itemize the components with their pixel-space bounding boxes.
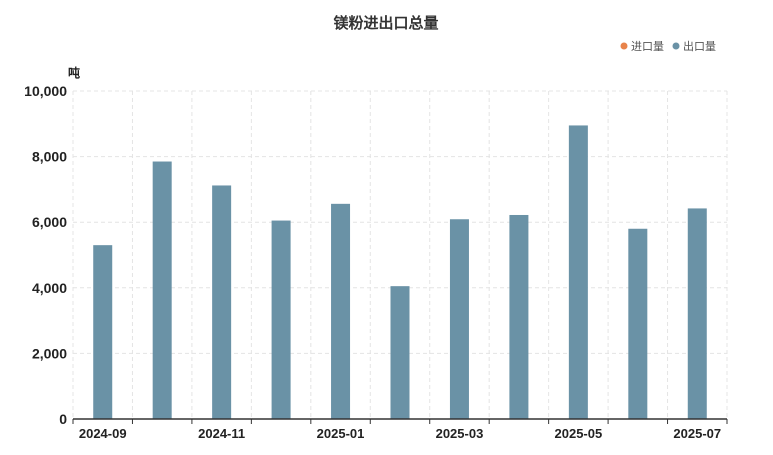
y-tick-label: 10,000 — [24, 83, 67, 99]
y-tick-label: 0 — [59, 411, 67, 427]
y-axis-unit: 吨 — [68, 65, 80, 80]
y-axis-ticks: 0 2,000 4,000 6,000 8,000 10,000 — [24, 83, 67, 427]
legend-export-marker — [672, 42, 680, 50]
x-tick-label: 2024-09 — [79, 426, 127, 441]
x-axis-ticks: 2024-09 2024-11 2025-01 2025-03 2025-05 2025-… — [72, 419, 728, 441]
y-tick-label: 6,000 — [32, 214, 67, 230]
y-tick-label: 4,000 — [32, 280, 67, 296]
x-tick-label: 2024-11 — [198, 426, 245, 441]
bar-export-2024-11[interactable] — [212, 185, 232, 419]
legend-item-export[interactable]: 出口量 — [672, 39, 717, 53]
bar-export-2025-01[interactable] — [331, 203, 351, 419]
bar-export-2025-03[interactable] — [449, 219, 469, 419]
bar-export-2025-06[interactable] — [628, 228, 648, 419]
bar-export-2024-09[interactable] — [93, 245, 113, 419]
export-bars — [93, 125, 707, 419]
legend-item-import[interactable]: 进口量 — [620, 40, 665, 53]
bar-export-2024-10[interactable] — [152, 161, 172, 419]
grid-lines — [72, 90, 728, 419]
y-tick-label: 2,000 — [32, 345, 67, 361]
bar-export-2024-12[interactable] — [271, 220, 291, 419]
bar-export-2025-02[interactable] — [390, 286, 410, 419]
x-tick-label: 2025-03 — [436, 426, 484, 441]
legend[interactable]: 进口量 出口量 — [620, 39, 717, 53]
legend-export-label: 出口量 — [683, 39, 716, 53]
x-tick-label: 2025-07 — [673, 426, 721, 441]
legend-import-marker — [620, 42, 628, 50]
chart-title: 镁粉进出口总量 — [333, 14, 438, 32]
legend-import-label: 进口量 — [631, 40, 664, 53]
x-tick-label: 2025-05 — [555, 426, 603, 441]
y-tick-label: 8,000 — [32, 149, 67, 165]
x-tick-label: 2025-01 — [317, 426, 365, 441]
bar-export-2025-07[interactable] — [687, 208, 707, 419]
bar-export-2025-04[interactable] — [509, 214, 529, 419]
bar-export-2025-05[interactable] — [568, 125, 588, 419]
